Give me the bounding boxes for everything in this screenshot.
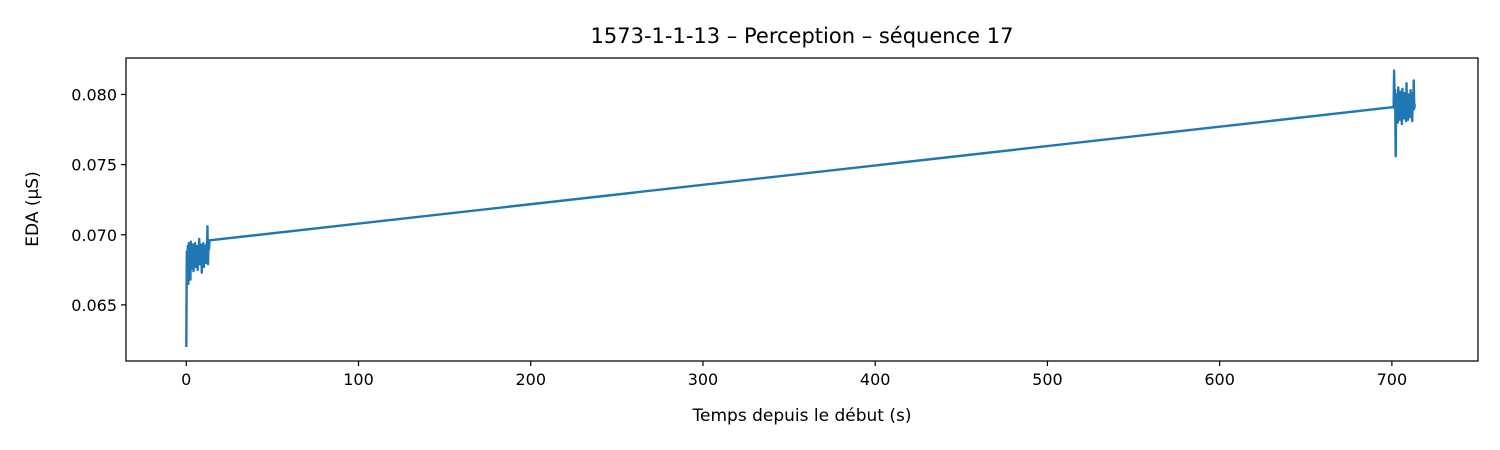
x-axis: 0 100 200 300 400 500 600 700 bbox=[181, 361, 1407, 389]
x-tick-label: 300 bbox=[688, 370, 719, 389]
y-axis-title: EDA (µS) bbox=[23, 171, 43, 246]
y-tick-label: 0.065 bbox=[71, 296, 117, 315]
x-tick-label: 100 bbox=[343, 370, 374, 389]
x-tick-label: 0 bbox=[181, 370, 191, 389]
y-tick-label: 0.080 bbox=[71, 85, 117, 104]
series-line-0 bbox=[185, 69, 1416, 347]
x-tick-label: 200 bbox=[515, 370, 546, 389]
x-tick-label: 400 bbox=[860, 370, 891, 389]
x-tick-label: 500 bbox=[1032, 370, 1063, 389]
x-axis-title: Temps depuis le début (s) bbox=[692, 406, 912, 426]
x-tick-label: 600 bbox=[1204, 370, 1235, 389]
y-tick-label: 0.075 bbox=[71, 156, 117, 175]
plot-frame bbox=[125, 57, 1479, 362]
plot-area bbox=[185, 69, 1416, 347]
y-tick-label: 0.070 bbox=[71, 226, 117, 245]
y-axis: 0.065 0.070 0.075 0.080 bbox=[71, 85, 126, 315]
chart-title: 1573-1-1-13 – Perception – séquence 17 bbox=[591, 24, 1014, 48]
x-tick-label: 700 bbox=[1377, 370, 1408, 389]
